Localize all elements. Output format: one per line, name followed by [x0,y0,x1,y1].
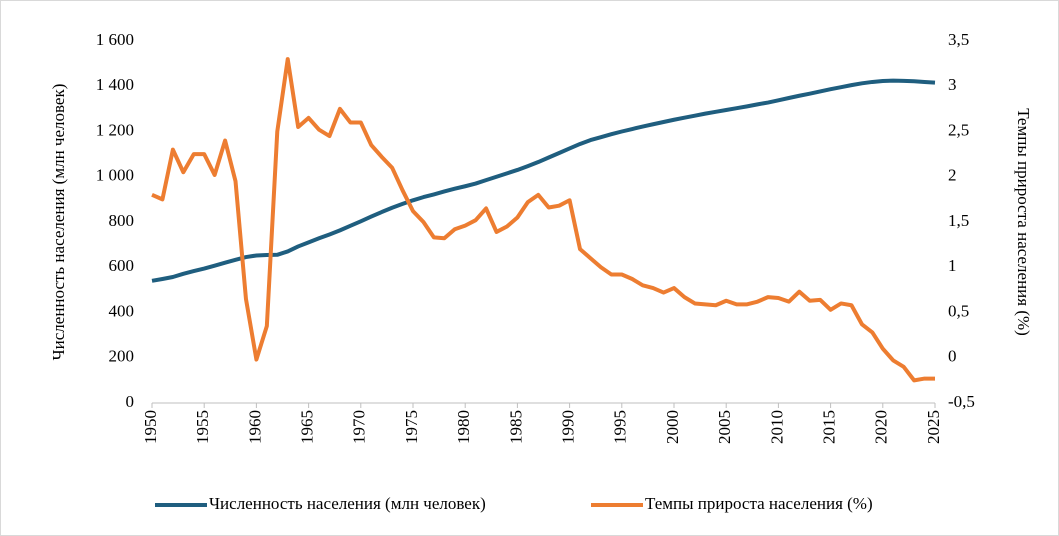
x-tick-label: 2025 [924,410,943,444]
x-tick-label: 1950 [141,410,160,444]
y-tick-label: 800 [109,211,135,230]
y2-tick-label: -0,5 [948,392,975,411]
y2-tick-label: 0 [948,347,957,366]
y-tick-label: 200 [109,347,135,366]
x-tick-label: 2010 [767,410,786,444]
y-tick-label: 1 000 [96,166,134,185]
x-tick-label: 1975 [402,410,421,444]
y-axis-label: Численность населения (млн человек) [49,84,68,361]
y2-tick-label: 2 [948,166,957,185]
x-tick-label: 1955 [193,410,212,444]
y2-tick-label: 3,5 [948,30,969,49]
y2-tick-label: 0,5 [948,301,969,320]
series-line [151,78,936,283]
y-tick-label: 1 200 [96,120,134,139]
x-tick-label: 2005 [715,410,734,444]
x-tick-label: 1985 [506,410,525,444]
y-tick-label: 1 400 [96,75,134,94]
y-tick-label: 600 [109,256,135,275]
x-tick-label: 1965 [298,410,317,444]
x-tick-label: 2015 [820,410,839,444]
y2-axis-label: Темпы прироста населения (%) [1014,108,1033,336]
x-tick-label: 2000 [663,410,682,444]
x-tick-label: 2020 [872,410,891,444]
y2-tick-label: 1,5 [948,211,969,230]
x-tick-label: 1960 [245,410,264,444]
x-tick-label: 1970 [350,410,369,444]
y2-tick-label: 1 [948,256,957,275]
y-tick-label: 0 [126,392,135,411]
legend-label: Численность населения (млн человек) [209,494,486,513]
y2-tick-label: 2,5 [948,120,969,139]
y-tick-label: 1 600 [96,30,134,49]
y2-tick-label: 3 [948,75,957,94]
series-line [151,57,935,383]
y-tick-label: 400 [109,301,135,320]
x-tick-label: 1990 [559,410,578,444]
legend-label: Темпы прироста населения (%) [645,494,873,513]
x-tick-label: 1995 [611,410,630,444]
x-tick-label: 1980 [454,410,473,444]
